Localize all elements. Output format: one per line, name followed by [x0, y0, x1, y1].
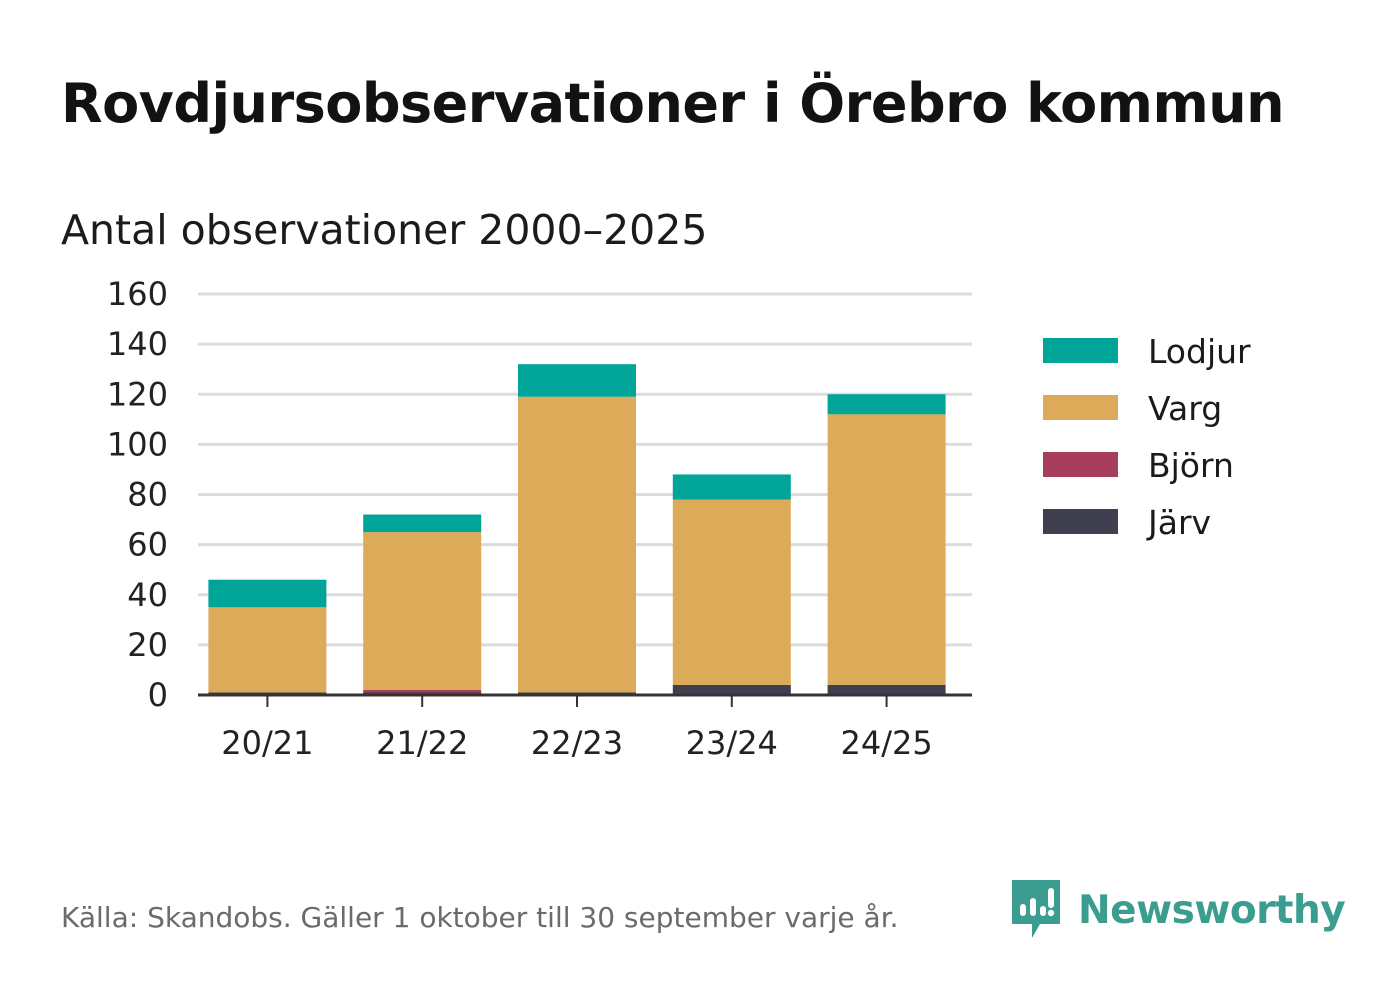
legend-swatch [1043, 338, 1118, 363]
bar-segment-lodjur [827, 394, 946, 415]
bar-segment-lodjur [672, 474, 791, 500]
legend-swatch [1043, 395, 1118, 420]
x-tick-label: 24/25 [840, 724, 932, 762]
legend-label: Lodjur [1148, 332, 1251, 371]
y-tick-label: 0 [148, 676, 168, 714]
chart-title: Rovdjursobservationer i Örebro kommun [61, 72, 1285, 135]
bar-segment-varg [363, 532, 482, 690]
x-tick-label: 21/22 [376, 724, 468, 762]
bar-segment-varg [672, 499, 791, 685]
y-tick-label: 160 [107, 275, 168, 313]
y-tick-label: 100 [107, 425, 168, 463]
x-tick-label: 23/24 [686, 724, 778, 762]
y-tick-label: 60 [127, 526, 168, 564]
legend-label: Varg [1148, 389, 1222, 428]
bar-segment-lodjur [363, 514, 482, 533]
y-tick-label: 120 [107, 375, 168, 413]
legend-swatch [1043, 452, 1118, 477]
brand-name: Newsworthy [1078, 887, 1346, 933]
y-tick-label: 20 [127, 626, 168, 664]
bar-segment-j-rv [672, 684, 791, 695]
y-tick-label: 140 [107, 325, 168, 363]
legend-label: Björn [1148, 446, 1234, 485]
y-tick-label: 80 [127, 476, 168, 514]
legend-label: Järv [1146, 503, 1211, 542]
source-note: Källa: Skandobs. Gäller 1 oktober till 3… [61, 901, 899, 934]
x-tick-label: 22/23 [531, 724, 623, 762]
x-tick-label: 20/21 [221, 724, 313, 762]
bar-segment-j-rv [827, 684, 946, 695]
brand-logo: Newsworthy [1010, 878, 1346, 942]
bar-segment-lodjur [208, 579, 327, 608]
bar-segment-varg [518, 396, 636, 693]
bar-segment-lodjur [518, 364, 636, 397]
legend-swatch [1043, 509, 1118, 534]
bar-segment-bj-rn [363, 689, 482, 693]
chart-subtitle: Antal observationer 2000–2025 [61, 206, 708, 254]
bar-segment-varg [827, 414, 946, 685]
newsworthy-logo-icon [1012, 880, 1060, 938]
y-tick-label: 40 [127, 576, 168, 614]
bar-segment-varg [208, 607, 327, 693]
